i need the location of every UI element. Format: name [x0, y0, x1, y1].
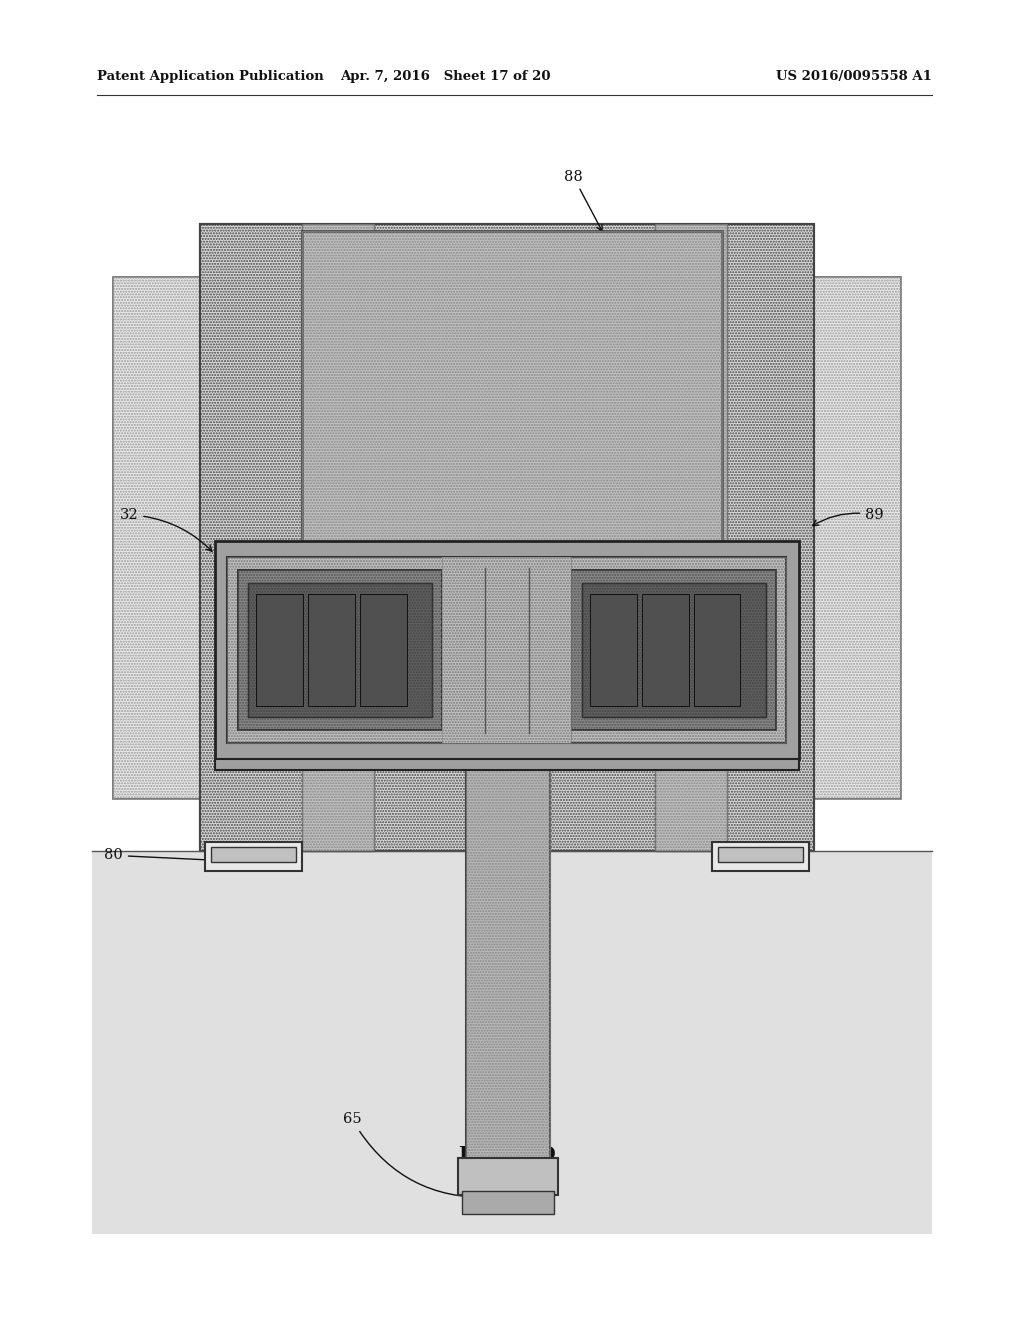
Bar — [655, 224, 727, 851]
Bar — [814, 277, 901, 799]
Bar — [571, 570, 776, 730]
Text: 32: 32 — [120, 508, 212, 552]
Bar — [227, 557, 786, 743]
Bar — [466, 759, 550, 851]
Bar — [466, 759, 550, 1162]
Bar — [466, 759, 550, 1162]
Bar — [238, 570, 442, 730]
Bar — [248, 583, 432, 717]
Bar — [256, 594, 303, 706]
Text: US 2016/0095558 A1: US 2016/0095558 A1 — [776, 70, 932, 83]
Bar — [215, 541, 799, 759]
Bar — [211, 847, 296, 862]
Bar — [302, 231, 722, 554]
Bar — [302, 231, 722, 554]
Bar — [302, 224, 374, 851]
Text: FIG. 13D: FIG. 13D — [459, 1146, 555, 1164]
Text: Patent Application Publication: Patent Application Publication — [97, 70, 324, 83]
Bar — [582, 583, 766, 717]
Text: 65: 65 — [343, 1113, 488, 1200]
Text: 86: 86 — [318, 403, 349, 504]
Bar — [205, 842, 302, 871]
Bar — [466, 759, 550, 851]
Bar — [200, 224, 814, 851]
Bar — [814, 277, 901, 799]
Bar — [642, 594, 688, 706]
Text: 63: 63 — [501, 1020, 520, 1126]
Bar — [571, 570, 776, 730]
Bar — [248, 583, 432, 717]
Text: Apr. 7, 2016   Sheet 17 of 20: Apr. 7, 2016 Sheet 17 of 20 — [340, 70, 551, 83]
Bar — [442, 557, 571, 743]
Bar — [113, 277, 200, 799]
Bar — [442, 557, 571, 743]
Bar — [718, 847, 803, 862]
Bar — [582, 583, 766, 717]
Text: 88: 88 — [564, 170, 602, 231]
Text: 80: 80 — [104, 849, 248, 862]
Bar — [215, 759, 799, 770]
Bar — [308, 594, 354, 706]
Bar — [590, 594, 637, 706]
Bar — [693, 594, 740, 706]
Bar — [462, 1191, 554, 1214]
Bar — [359, 594, 407, 706]
Bar — [655, 224, 727, 851]
Bar — [200, 224, 814, 851]
Bar — [113, 277, 200, 799]
Bar — [92, 851, 932, 1234]
Bar — [238, 570, 442, 730]
Bar — [227, 557, 786, 743]
Bar — [712, 842, 809, 871]
Bar — [302, 224, 374, 851]
Text: 89: 89 — [813, 508, 884, 525]
Bar — [458, 1158, 558, 1195]
